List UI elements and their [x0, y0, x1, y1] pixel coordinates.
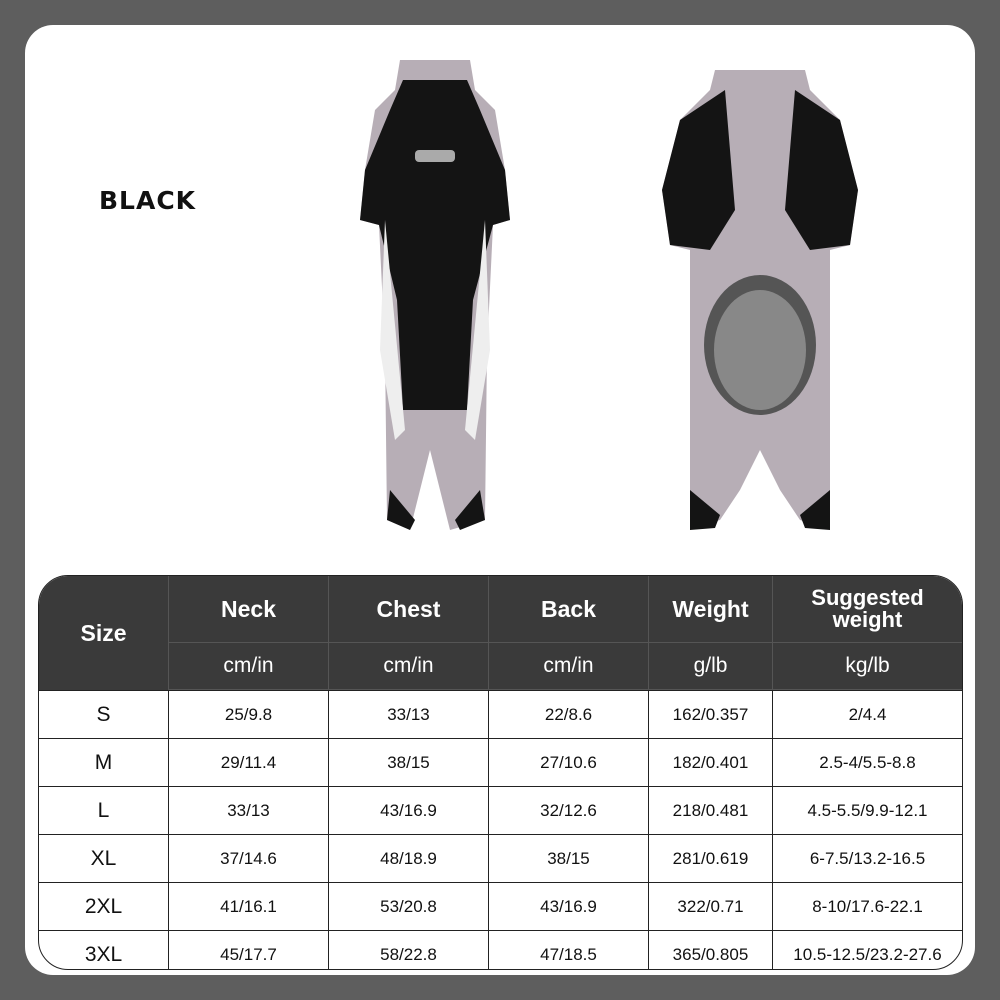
table-row: XL 37/14.6 48/18.9 38/15 281/0.619 6-7.5/13.2… [39, 834, 962, 882]
table-row: L 33/13 43/16.9 32/12.6 218/0.481 4.5-5.5/9.9… [39, 786, 962, 834]
table-cell: 47/18.5 [489, 930, 649, 969]
column-unit: cm/in [169, 643, 329, 690]
table-cell: 33/13 [329, 690, 489, 738]
table-cell: 32/12.6 [489, 786, 649, 834]
column-unit: g/lb [649, 643, 773, 690]
table-cell: 182/0.401 [649, 738, 773, 786]
table-cell: 29/11.4 [169, 738, 329, 786]
table-cell: 27/10.6 [489, 738, 649, 786]
size-cell: 3XL [39, 930, 169, 969]
table-cell: 8-10/17.6-22.1 [773, 882, 962, 930]
size-chart: Size Neck Chest Back Weight Suggested we… [38, 575, 963, 970]
table-cell: 53/20.8 [329, 882, 489, 930]
table-cell: 218/0.481 [649, 786, 773, 834]
column-header: Chest [329, 576, 489, 643]
color-label: BLACK [99, 186, 197, 215]
size-cell: M [39, 738, 169, 786]
table-cell: 281/0.619 [649, 834, 773, 882]
table-cell: 10.5-12.5/23.2-27.6 [773, 930, 962, 969]
column-header: Neck [169, 576, 329, 643]
table-cell: 22/8.6 [489, 690, 649, 738]
column-unit: cm/in [489, 643, 649, 690]
table-row: 3XL 45/17.7 58/22.8 47/18.5 365/0.805 10.5-12… [39, 930, 962, 969]
table-cell: 322/0.71 [649, 882, 773, 930]
table-cell: 58/22.8 [329, 930, 489, 969]
column-unit: kg/lb [773, 643, 962, 690]
table-cell: 43/16.9 [489, 882, 649, 930]
garment-back-image [662, 70, 858, 530]
table-cell: 162/0.357 [649, 690, 773, 738]
garment-front-image [360, 60, 510, 530]
table-row: 2XL 41/16.1 53/20.8 43/16.9 322/0.71 8-10/17.… [39, 882, 962, 930]
table-row: S 25/9.8 33/13 22/8.6 162/0.357 2/4.4 [39, 690, 962, 738]
size-header: Size [39, 576, 169, 690]
column-header: Suggested weight [773, 576, 962, 643]
table-cell: 41/16.1 [169, 882, 329, 930]
table-cell: 33/13 [169, 786, 329, 834]
table-cell: 25/9.8 [169, 690, 329, 738]
table-cell: 4.5-5.5/9.9-12.1 [773, 786, 962, 834]
column-unit: cm/in [329, 643, 489, 690]
column-header: Back [489, 576, 649, 643]
table-cell: 38/15 [329, 738, 489, 786]
table-cell: 6-7.5/13.2-16.5 [773, 834, 962, 882]
table-cell: 2/4.4 [773, 690, 962, 738]
column-header: Weight [649, 576, 773, 643]
table-cell: 43/16.9 [329, 786, 489, 834]
table-cell: 45/17.7 [169, 930, 329, 969]
table-cell: 365/0.805 [649, 930, 773, 969]
table-row: M 29/11.4 38/15 27/10.6 182/0.401 2.5-4/5.5-8… [39, 738, 962, 786]
size-cell: L [39, 786, 169, 834]
size-cell: S [39, 690, 169, 738]
table-cell: 37/14.6 [169, 834, 329, 882]
size-cell: 2XL [39, 882, 169, 930]
table-cell: 48/18.9 [329, 834, 489, 882]
table-cell: 38/15 [489, 834, 649, 882]
table-cell: 2.5-4/5.5-8.8 [773, 738, 962, 786]
size-cell: XL [39, 834, 169, 882]
